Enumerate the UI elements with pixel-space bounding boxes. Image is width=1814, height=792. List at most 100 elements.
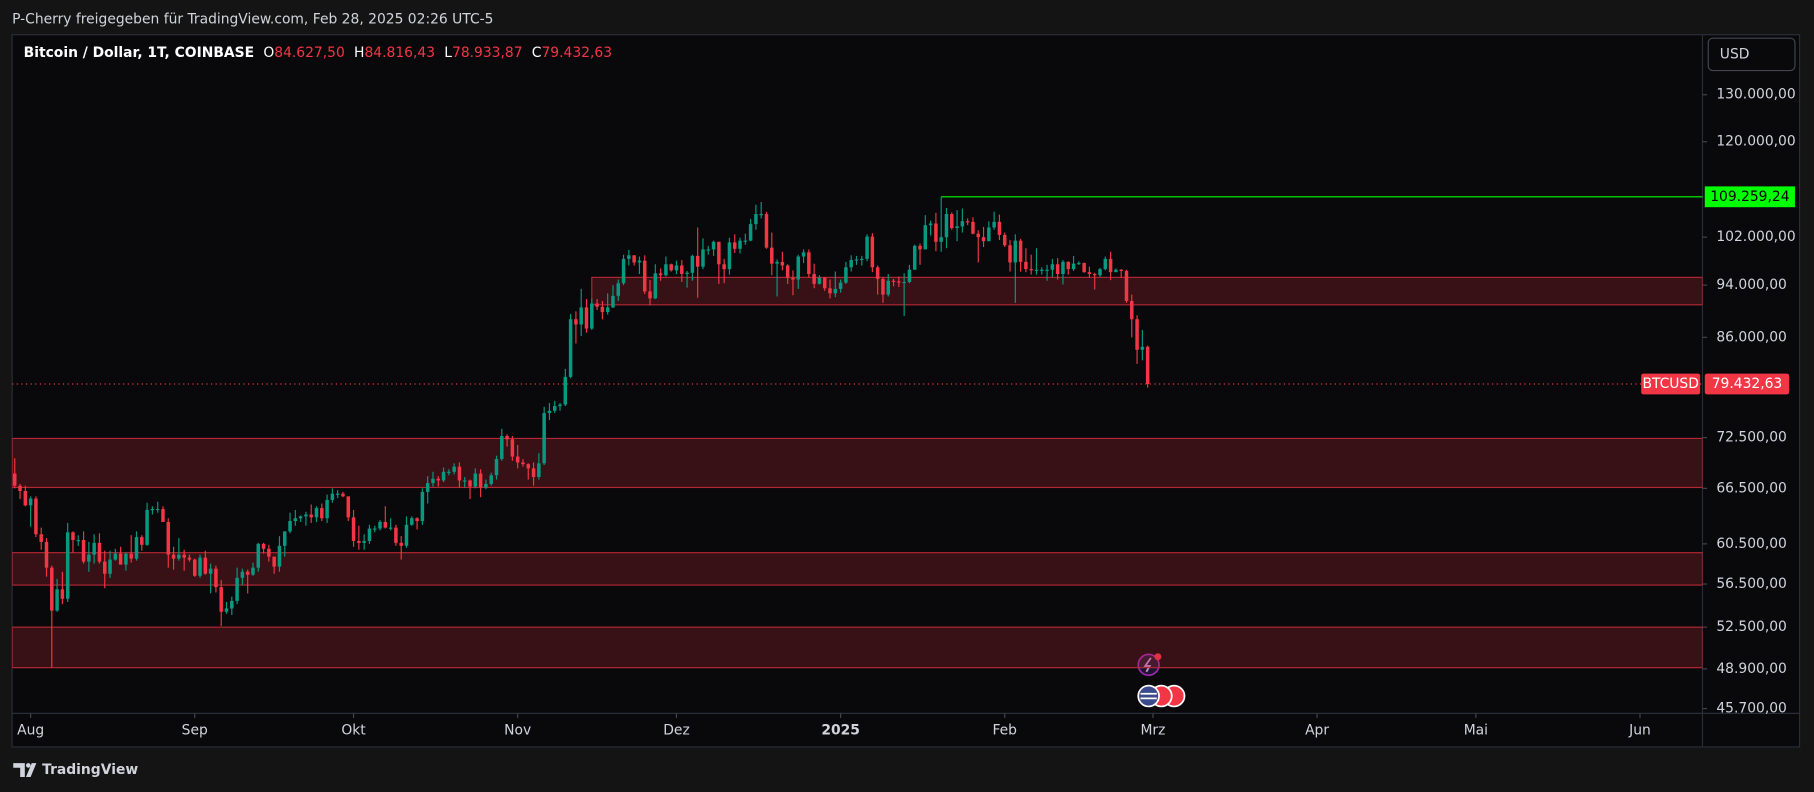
candle-body	[473, 473, 478, 487]
candle	[1130, 294, 1134, 338]
candle-body	[1092, 273, 1097, 276]
candle	[76, 535, 81, 546]
candle	[521, 459, 525, 467]
candle-body	[865, 236, 869, 259]
candle	[669, 263, 673, 272]
candle	[113, 548, 118, 561]
candle-body	[547, 410, 552, 414]
currency-label[interactable]: USD	[1720, 46, 1750, 62]
candle	[309, 504, 313, 523]
brand-name: TradingView	[42, 762, 138, 778]
candle-body	[140, 537, 144, 545]
candle-body	[102, 561, 107, 574]
candle-body	[357, 540, 361, 543]
candle-body	[304, 514, 308, 517]
candle	[568, 313, 573, 379]
candle	[1002, 232, 1007, 248]
y-tick-label: 52.500,00	[1716, 619, 1787, 635]
candle-body	[235, 577, 239, 601]
candle-body	[785, 265, 790, 278]
candle	[293, 509, 298, 526]
candle	[140, 535, 144, 551]
candle	[912, 244, 917, 270]
candle	[145, 502, 149, 546]
y-tick-label: 60.500,00	[1716, 536, 1787, 552]
candle	[722, 258, 726, 284]
candle	[452, 463, 456, 475]
candle	[833, 271, 838, 298]
candle-body	[44, 541, 49, 568]
candle	[1124, 269, 1129, 303]
event-icon[interactable]	[1137, 653, 1160, 677]
candle-body	[410, 518, 414, 525]
candle-body	[510, 439, 515, 457]
candle	[870, 233, 875, 273]
candle	[1092, 272, 1097, 290]
candle	[367, 524, 372, 544]
candle-body	[330, 493, 335, 500]
candle	[240, 568, 245, 586]
candle	[1087, 266, 1092, 278]
candle	[1135, 315, 1139, 364]
candle-body	[1024, 261, 1028, 270]
candle-body	[754, 214, 758, 225]
candle-body	[245, 571, 250, 575]
candle-body	[807, 252, 811, 274]
candle	[404, 516, 409, 548]
x-tick-label: Apr	[1305, 723, 1329, 739]
candle	[775, 259, 779, 297]
candle	[928, 220, 933, 236]
candle-body	[1018, 240, 1023, 262]
candle	[399, 536, 403, 560]
x-tick-label: Aug	[17, 723, 44, 739]
candle-body	[664, 264, 668, 276]
candle-body	[759, 214, 763, 216]
candle	[351, 509, 356, 547]
legend-key: O	[263, 45, 274, 61]
legend: Bitcoin / Dollar, 1T, COINBASE O84.627,50…	[24, 45, 612, 61]
candle	[748, 219, 753, 242]
candle-body	[134, 537, 139, 559]
candle-body	[240, 571, 245, 578]
candle-body	[568, 319, 573, 377]
candle-body	[378, 521, 382, 529]
candle	[875, 265, 880, 295]
candle-body	[203, 557, 208, 574]
candle-body	[711, 241, 716, 250]
candle-body	[1140, 346, 1145, 350]
candle	[854, 255, 859, 265]
candle-body	[902, 282, 906, 284]
candle-body	[1071, 263, 1076, 270]
x-tick-label: Okt	[341, 723, 366, 739]
candle-body	[256, 543, 261, 568]
candle	[1013, 234, 1018, 303]
candle-body	[997, 221, 1002, 235]
candle	[177, 538, 181, 561]
candle	[1098, 267, 1102, 278]
candle-body	[595, 303, 599, 307]
candle-body	[1002, 234, 1007, 246]
currency-button[interactable]	[1707, 37, 1796, 72]
brand-logo-dot	[25, 763, 31, 768]
candle	[267, 544, 271, 562]
candle	[732, 234, 737, 253]
candle-body	[632, 255, 636, 263]
candle	[87, 541, 91, 572]
candle	[325, 494, 329, 523]
candle-body	[727, 242, 732, 270]
candle	[648, 280, 652, 306]
candle	[155, 501, 160, 513]
candle	[965, 218, 970, 226]
candle	[616, 279, 621, 301]
candle-body	[394, 527, 398, 543]
candle	[60, 571, 65, 605]
candle	[907, 264, 912, 284]
candle	[92, 534, 96, 564]
candle-body	[1103, 258, 1108, 270]
candle	[886, 273, 891, 297]
candle	[468, 479, 472, 500]
candle-body	[860, 258, 864, 261]
candle-body	[950, 214, 954, 229]
event-icon[interactable]	[1137, 684, 1160, 708]
